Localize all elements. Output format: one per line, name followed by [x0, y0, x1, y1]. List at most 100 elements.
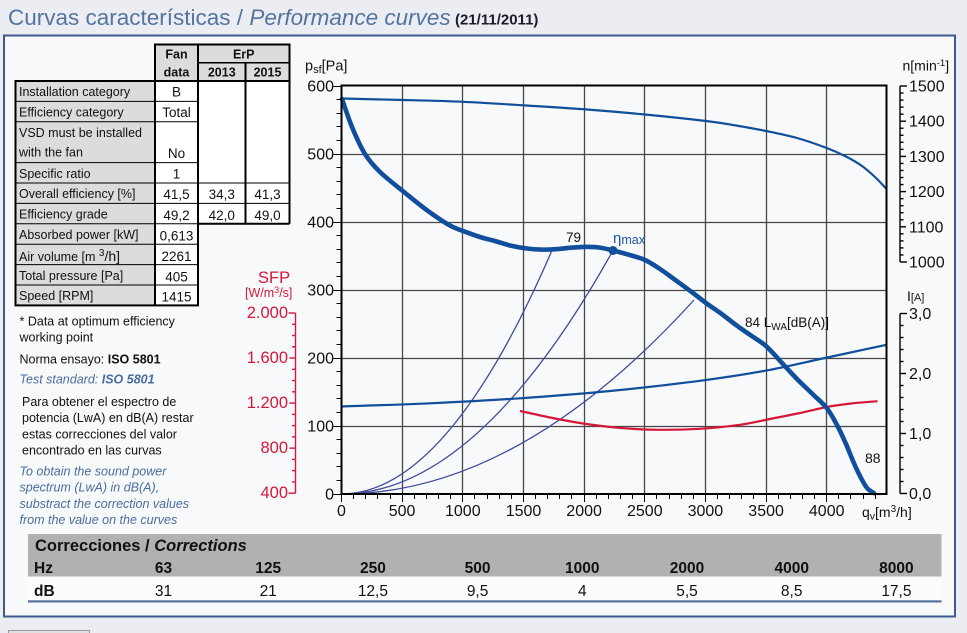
svg-text:2,0: 2,0: [909, 366, 931, 383]
svg-text:Fan: Fan: [165, 48, 187, 62]
svg-text:1: 1: [173, 166, 181, 181]
svg-text:500: 500: [389, 503, 416, 520]
svg-text:79: 79: [566, 230, 581, 245]
svg-text:4000: 4000: [774, 560, 808, 577]
svg-text:spectrum (LwA) in dB(A),: spectrum (LwA) in dB(A),: [20, 481, 160, 495]
svg-text:1000: 1000: [445, 503, 481, 520]
svg-text:34,3: 34,3: [209, 187, 235, 202]
svg-text:100: 100: [307, 419, 334, 436]
svg-text:3,0: 3,0: [909, 306, 931, 323]
svg-text:B: B: [172, 85, 181, 100]
svg-text:To obtain the sound power: To obtain the sound power: [20, 465, 168, 479]
svg-text:1400: 1400: [909, 114, 945, 131]
svg-text:Speed [RPM]: Speed [RPM]: [19, 289, 93, 303]
svg-text:600: 600: [307, 79, 334, 96]
svg-text:Norma ensayo: ISO 5801: Norma ensayo: ISO 5801: [20, 353, 161, 367]
svg-text:63: 63: [155, 560, 173, 577]
svg-text:Para obtener el espectro de: Para obtener el espectro de: [22, 395, 176, 409]
svg-text:Absorbed power [kW]: Absorbed power [kW]: [19, 228, 139, 242]
svg-text:(21/11/2011): (21/11/2011): [455, 12, 538, 29]
svg-text:41,3: 41,3: [254, 187, 280, 202]
svg-text:Correcciones / Corrections: Correcciones / Corrections: [35, 537, 247, 555]
svg-text:300: 300: [307, 283, 334, 300]
svg-text:500: 500: [465, 560, 491, 577]
svg-text:800: 800: [260, 439, 288, 457]
svg-text:VSD must be installed: VSD must be installed: [19, 126, 142, 140]
svg-text:Overall efficiency [%]: Overall efficiency [%]: [19, 187, 135, 201]
svg-text:1500: 1500: [506, 503, 542, 520]
svg-text:working point: working point: [19, 331, 94, 345]
svg-text:2.000: 2.000: [247, 304, 288, 322]
svg-text:SFP: SFP: [258, 269, 290, 287]
svg-text:0: 0: [337, 503, 346, 520]
svg-text:250: 250: [360, 560, 386, 577]
svg-text:Total: Total: [162, 105, 191, 120]
svg-text:1,0: 1,0: [909, 426, 931, 443]
svg-text:125: 125: [255, 560, 281, 577]
svg-text:Curvas características / Perfo: Curvas características / Performance cur…: [8, 5, 451, 30]
svg-text:qv[m3/h]: qv[m3/h]: [862, 504, 912, 523]
svg-text:4: 4: [578, 583, 587, 600]
svg-text:from the value on the curves: from the value on the curves: [20, 513, 178, 527]
svg-text:3000: 3000: [688, 503, 724, 520]
svg-text:400: 400: [307, 215, 334, 232]
svg-text:49,0: 49,0: [254, 208, 280, 223]
svg-text:data: data: [164, 66, 191, 80]
svg-text:1000: 1000: [565, 560, 599, 577]
svg-text:[W/m3/s]: [W/m3/s]: [245, 285, 292, 300]
svg-text:1300: 1300: [909, 149, 945, 166]
svg-text:200: 200: [307, 351, 334, 368]
svg-text:500: 500: [307, 147, 334, 164]
svg-text:31: 31: [155, 583, 172, 600]
svg-text:12,5: 12,5: [358, 583, 388, 600]
svg-text:1415: 1415: [161, 290, 191, 305]
svg-text:84 LWA[dB(A)]: 84 LWA[dB(A)]: [745, 315, 829, 333]
svg-text:41,5: 41,5: [163, 187, 189, 202]
svg-text:0,613: 0,613: [160, 229, 194, 244]
svg-text:ErP: ErP: [233, 48, 255, 62]
svg-text:0,0: 0,0: [909, 486, 931, 503]
svg-text:17,5: 17,5: [881, 583, 911, 600]
svg-text:Efficiency grade: Efficiency grade: [19, 208, 108, 222]
svg-text:1200: 1200: [909, 184, 945, 201]
svg-text:400: 400: [260, 484, 288, 502]
svg-text:Hz: Hz: [34, 560, 53, 577]
svg-text:2015: 2015: [254, 66, 282, 80]
svg-text:1100: 1100: [909, 219, 944, 236]
svg-text:* Data at optimum efficiency: * Data at optimum efficiency: [20, 315, 176, 329]
svg-text:1500: 1500: [909, 79, 945, 96]
svg-text:potencia (LwA) en dB(A) restar: potencia (LwA) en dB(A) restar: [22, 411, 194, 425]
svg-text:2013: 2013: [208, 66, 236, 80]
svg-text:Efficiency category: Efficiency category: [19, 105, 124, 119]
svg-text:dB: dB: [34, 583, 55, 600]
svg-text:3500: 3500: [748, 503, 784, 520]
svg-text:9,5: 9,5: [467, 583, 489, 600]
svg-text:4000: 4000: [809, 503, 845, 520]
svg-text:1000: 1000: [909, 255, 945, 272]
svg-text:estas correcciones del valor: estas correcciones del valor: [22, 427, 177, 441]
svg-text:encontrado en las curvas: encontrado en las curvas: [22, 444, 162, 458]
svg-text:Test standard: ISO 5801: Test standard: ISO 5801: [20, 372, 155, 386]
svg-text:with the fan: with the fan: [18, 146, 83, 160]
svg-text:2500: 2500: [627, 503, 663, 520]
svg-text:psf[Pa]: psf[Pa]: [305, 59, 347, 77]
svg-text:2261: 2261: [161, 249, 191, 264]
svg-text:ηmax: ηmax: [613, 230, 646, 247]
svg-text:2000: 2000: [670, 560, 704, 577]
svg-text:8000: 8000: [879, 560, 913, 577]
svg-text:Air volume [m 3/h]: Air volume [m 3/h]: [19, 248, 120, 264]
svg-text:Installation category: Installation category: [19, 85, 131, 99]
svg-text:1.200: 1.200: [247, 394, 288, 412]
svg-text:2000: 2000: [566, 503, 602, 520]
svg-text:49,2: 49,2: [163, 208, 189, 223]
svg-text:substract the correction value: substract the correction values: [20, 497, 190, 511]
svg-text:405: 405: [165, 269, 188, 284]
svg-text:21: 21: [260, 583, 277, 600]
svg-text:5,5: 5,5: [676, 583, 698, 600]
svg-text:1.600: 1.600: [247, 349, 288, 367]
svg-text:I[A]: I[A]: [907, 288, 924, 304]
svg-text:Total pressure [Pa]: Total pressure [Pa]: [19, 269, 123, 283]
svg-text:88: 88: [865, 450, 881, 466]
svg-text:42,0: 42,0: [209, 208, 235, 223]
svg-text:No: No: [168, 146, 185, 161]
